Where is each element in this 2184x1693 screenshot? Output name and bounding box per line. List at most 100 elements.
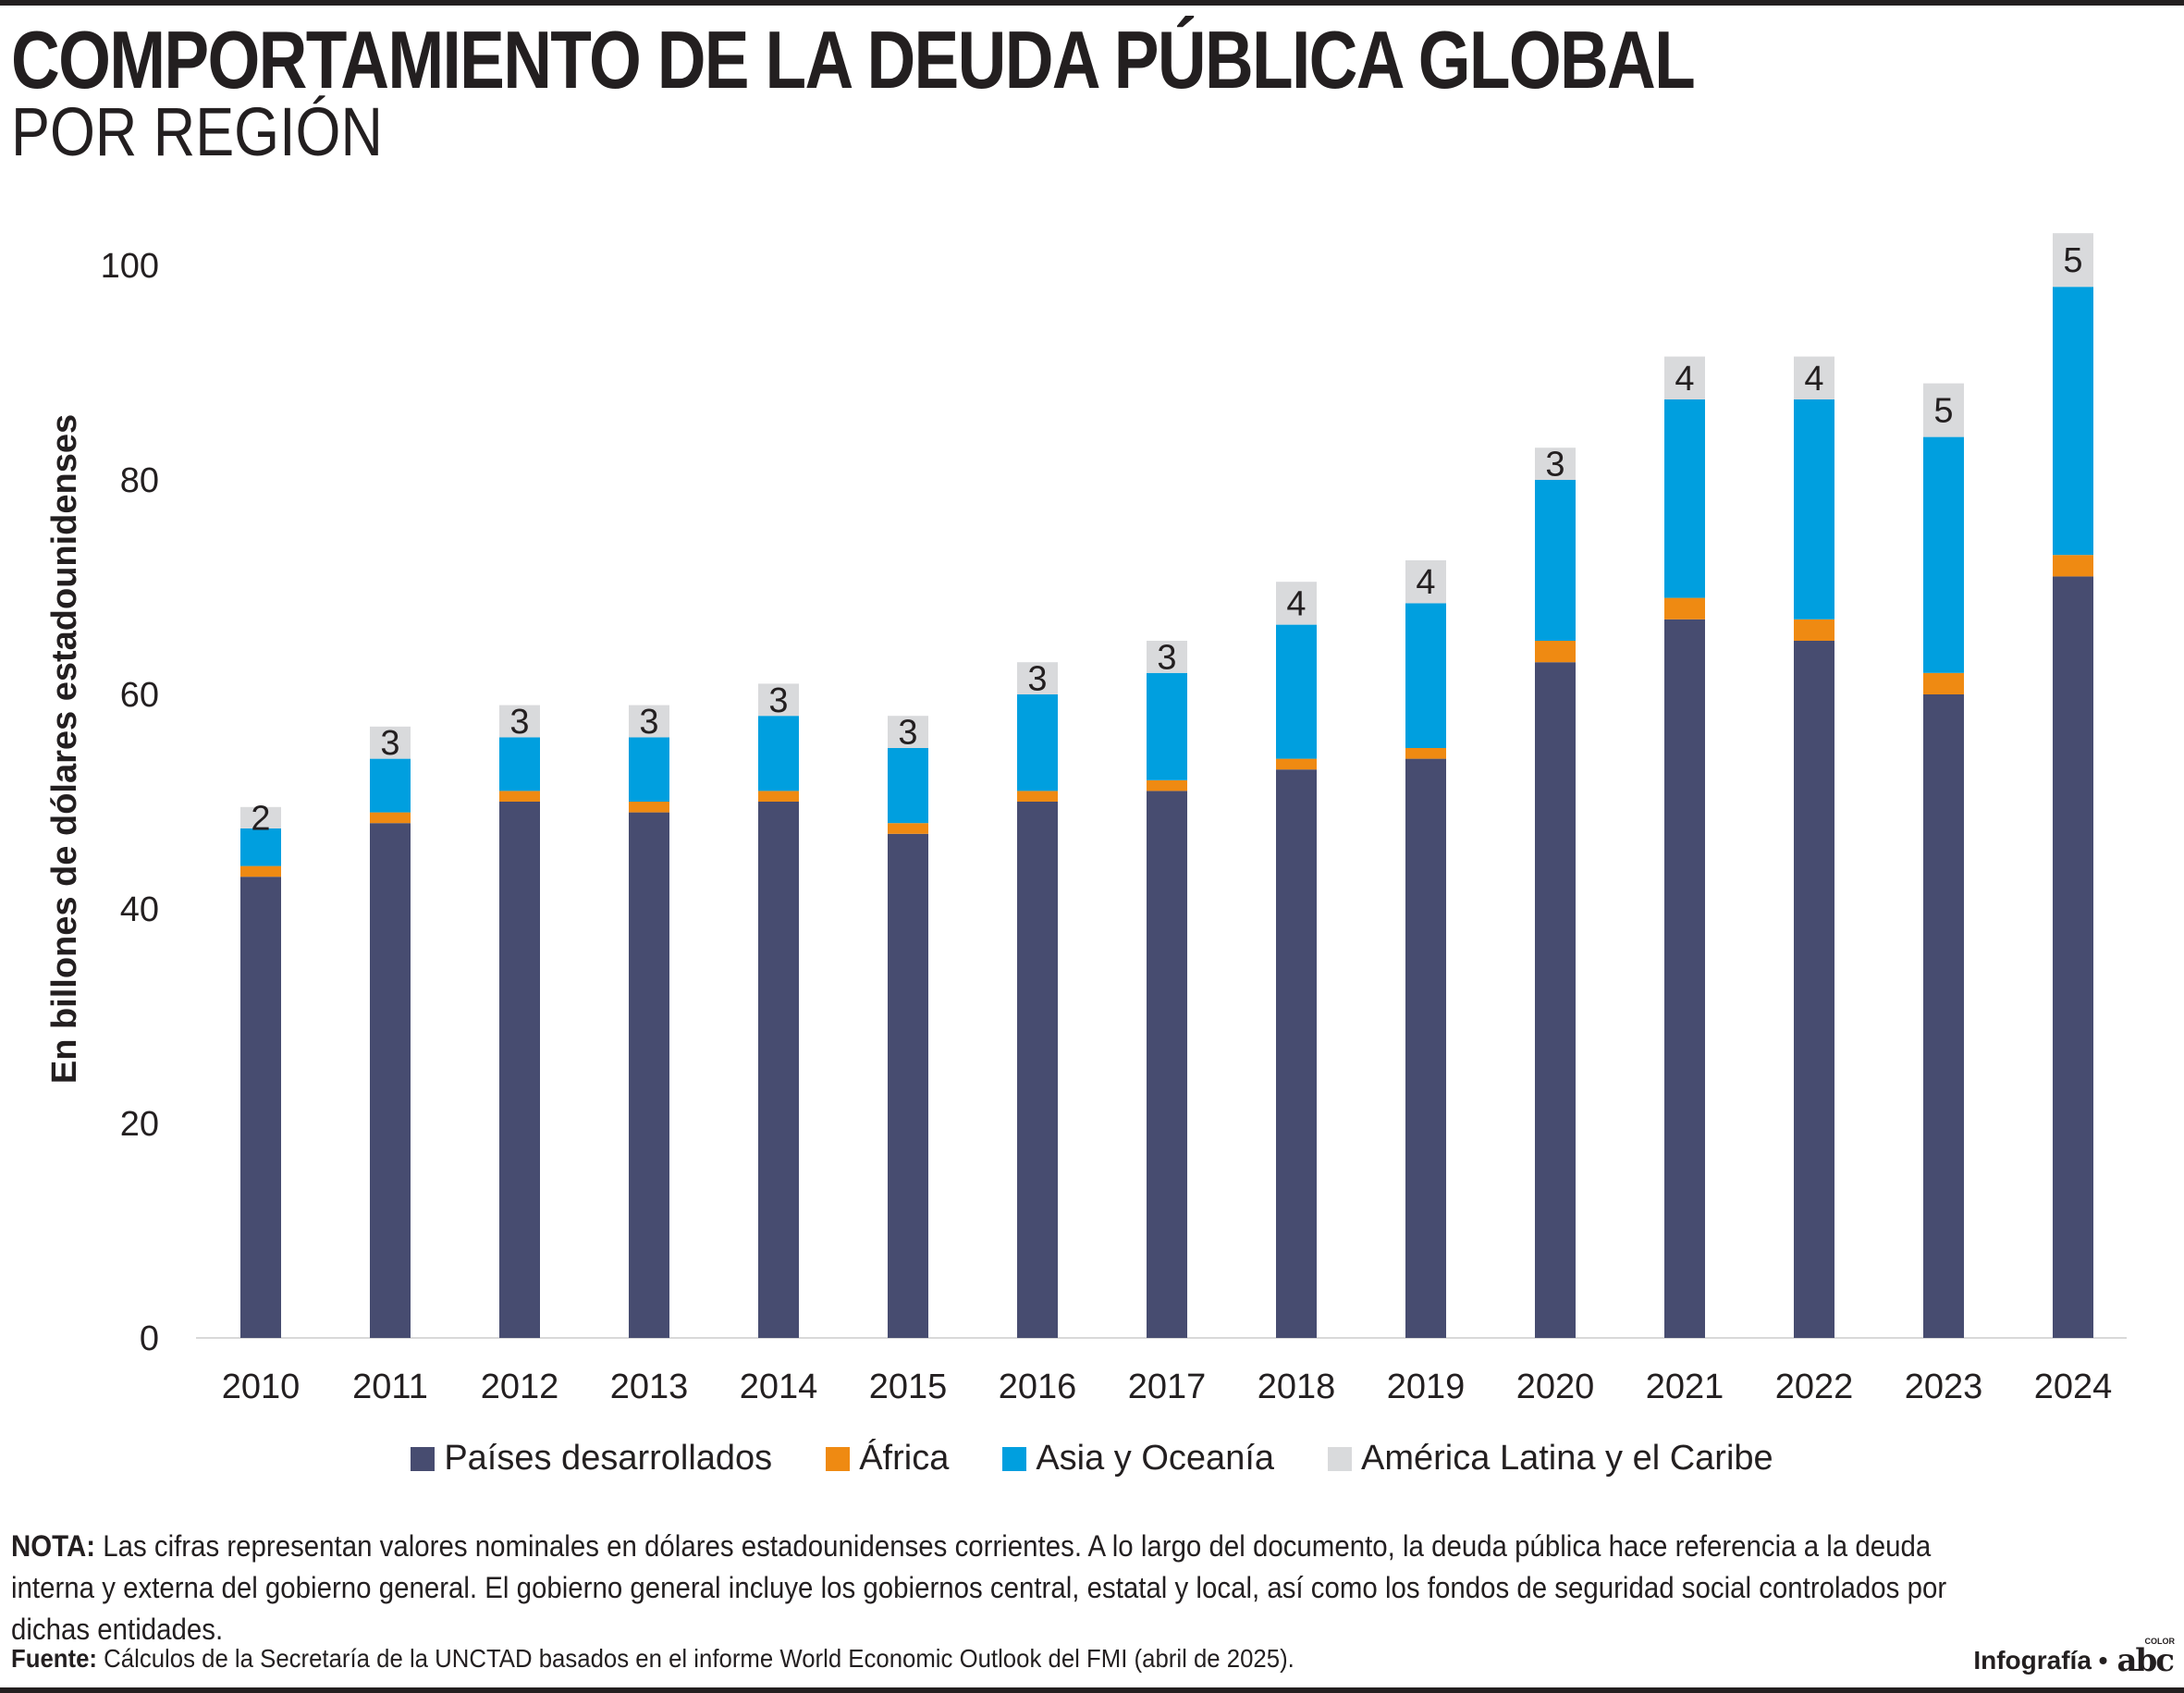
data-label: 5 [2063, 241, 2082, 280]
bars-group: 2 3 3 3 3 3 3 3 4 4 3 4 4 5 5 [240, 233, 2093, 1338]
bar-segment [758, 716, 799, 791]
bar-segment [888, 748, 928, 824]
top-rule [0, 0, 2184, 6]
bar-segment [370, 812, 411, 824]
bar-segment [1405, 603, 1446, 748]
bar-segment [888, 716, 928, 748]
x-tick-label: 2016 [999, 1368, 1077, 1406]
bar-segment [1147, 641, 1187, 673]
bar-segment [2053, 233, 2093, 288]
x-tick-label: 2024 [2034, 1368, 2113, 1406]
x-tick-label: 2023 [1905, 1368, 1983, 1406]
bar-segment [370, 823, 411, 1338]
y-axis-ticks: 0 20 40 60 80 100 [101, 247, 159, 1358]
data-label: 3 [1027, 660, 1047, 699]
bar-segment [499, 705, 540, 738]
bar-segment [1794, 356, 1834, 399]
source: Fuente: Cálculos de la Secretaría de la … [11, 1644, 1294, 1674]
x-tick-label: 2018 [1258, 1368, 1336, 1406]
x-tick-label: 2017 [1128, 1368, 1207, 1406]
bar-segment [240, 806, 281, 828]
legend-label: África [859, 1439, 950, 1478]
x-tick-label: 2013 [610, 1368, 689, 1406]
legend: Países desarrollados África Asia y Oceanía… [0, 1439, 2184, 1478]
data-label: 2 [251, 799, 270, 838]
bar-segment [1017, 694, 1058, 791]
bottom-rule [0, 1687, 2184, 1693]
y-tick-label: 80 [120, 461, 159, 500]
bar-segment [1664, 597, 1705, 620]
bar-segment [370, 726, 411, 759]
source-label: Fuente: [11, 1644, 98, 1673]
bar-segment [629, 812, 669, 1338]
bar-segment [758, 791, 799, 802]
data-label: 3 [898, 714, 917, 753]
y-tick-label: 40 [120, 890, 159, 929]
chart-title: COMPORTAMIENTO DE LA DEUDA PÚBLICA GLOBA… [11, 14, 1696, 105]
x-tick-label: 2022 [1775, 1368, 1854, 1406]
legend-label: América Latina y el Caribe [1361, 1439, 1773, 1478]
bar-segment [2053, 576, 2093, 1338]
bar-segment [758, 683, 799, 717]
bar-segment [1923, 694, 1964, 1338]
bar-segment [1794, 619, 1834, 641]
data-label: 3 [1157, 638, 1176, 677]
bar-segment [1147, 779, 1187, 791]
legend-item: África [826, 1439, 949, 1478]
credit-text: Infografía • [1973, 1646, 2108, 1675]
bar-segment [240, 877, 281, 1338]
credit: Infografía • abc COLOR [1973, 1637, 2175, 1679]
bar-segment [1017, 791, 1058, 802]
data-label: 4 [1416, 563, 1435, 602]
data-label: 3 [509, 703, 529, 742]
bar-segment [1923, 436, 1964, 673]
bar-segment [1923, 672, 1964, 694]
bar-segment [1794, 641, 1834, 1338]
bar-segment [2053, 555, 2093, 577]
bar-segment [1405, 560, 1446, 604]
legend-swatch [1328, 1446, 1353, 1471]
logo-text: abc [2117, 1642, 2174, 1679]
bar-segment [1535, 662, 1576, 1338]
bar-segment [888, 823, 928, 834]
source-text: Cálculos de la Secretaría de la UNCTAD b… [104, 1644, 1294, 1673]
legend-swatch [1002, 1446, 1027, 1471]
x-tick-label: 2020 [1516, 1368, 1595, 1406]
data-label: 3 [380, 724, 399, 763]
legend-swatch [411, 1446, 436, 1471]
bar-segment [1664, 399, 1705, 598]
bar-segment [1017, 802, 1058, 1338]
bar-segment [1405, 758, 1446, 1338]
x-tick-label: 2011 [352, 1368, 428, 1406]
bar-segment [499, 791, 540, 802]
legend-label: Asia y Oceanía [1036, 1439, 1275, 1478]
x-axis-ticks: 2010 2011 2012 2013 2014 2015 2016 2017 2018 2019… [222, 1368, 2113, 1406]
x-tick-label: 2014 [740, 1368, 818, 1406]
legend-item: Asia y Oceanía [1002, 1439, 1274, 1478]
note-label: NOTA: [11, 1529, 96, 1563]
y-tick-label: 100 [101, 247, 159, 286]
bar-segment [1147, 791, 1187, 1338]
bar-segment [240, 828, 281, 866]
y-tick-label: 60 [120, 676, 159, 715]
stacked-bar-chart: En billones de dólares estadounidenses 0… [45, 233, 2127, 1406]
x-tick-label: 2012 [481, 1368, 559, 1406]
data-label: 4 [1804, 360, 1823, 399]
bar-segment [1405, 748, 1446, 759]
abc-logo: abc COLOR [2117, 1637, 2175, 1679]
x-tick-label: 2010 [222, 1368, 301, 1406]
chart-subtitle: POR REGIÓN [11, 93, 383, 170]
bar-segment [1535, 480, 1576, 641]
y-axis-label: En billones de dólares estadounidenses [45, 414, 84, 1084]
bar-segment [2053, 287, 2093, 556]
data-label: 4 [1286, 584, 1306, 623]
bar-segment [1664, 619, 1705, 1338]
y-tick-label: 20 [120, 1105, 159, 1144]
x-tick-label: 2021 [1646, 1368, 1724, 1406]
bar-segment [629, 737, 669, 802]
data-label: 4 [1675, 360, 1694, 399]
bar-segment [499, 802, 540, 1338]
bar-segment [1535, 641, 1576, 663]
legend-item: Países desarrollados [411, 1439, 772, 1478]
bar-segment [1276, 624, 1317, 759]
